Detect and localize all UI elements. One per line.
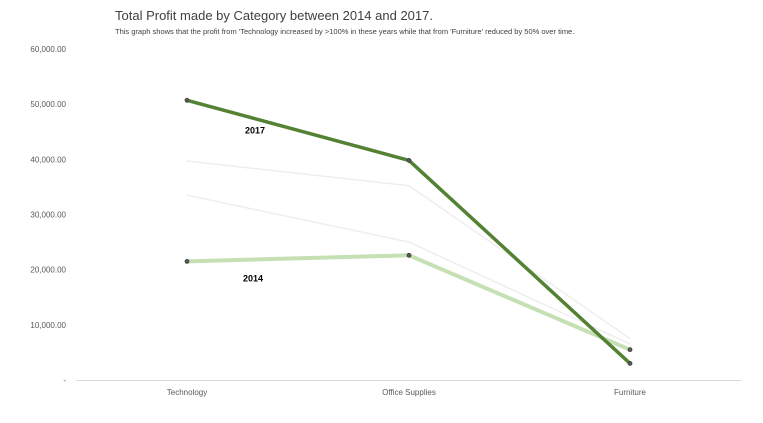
x-tick-label: Office Supplies [382, 388, 436, 397]
background-series-line [186, 194, 631, 345]
data-point-marker [184, 258, 190, 264]
y-tick-label: 50,000.00 [30, 100, 66, 109]
series-label: 2014 [243, 273, 263, 283]
data-point-marker [406, 252, 412, 258]
data-labels: 2017 2014 [243, 125, 265, 283]
series-label: 2017 [245, 125, 265, 135]
data-point-marker [627, 361, 633, 366]
y-tick-label: 20,000.00 [30, 266, 66, 275]
y-axis: - 10,000.00 20,000.00 30,000.00 40,000.00 50,… [30, 45, 66, 385]
series-layer [184, 97, 633, 366]
x-tick-label: Furniture [614, 388, 647, 397]
y-tick-label: - [63, 376, 66, 385]
x-axis: Technology Office Supplies Furniture [167, 388, 647, 397]
series-line-2017 [185, 98, 632, 366]
chart-subtitle: This graph shows that the profit from 'T… [115, 27, 575, 36]
y-tick-label: 10,000.00 [30, 321, 66, 330]
data-point-marker [184, 97, 190, 103]
chart-title: Total Profit made by Category between 20… [115, 8, 433, 23]
y-tick-label: 60,000.00 [30, 45, 66, 54]
data-point-marker [627, 347, 633, 353]
y-tick-label: 40,000.00 [30, 155, 66, 164]
background-series-line [186, 160, 631, 340]
y-tick-label: 30,000.00 [30, 211, 66, 220]
data-point-marker [406, 158, 412, 163]
x-tick-label: Technology [167, 388, 207, 397]
